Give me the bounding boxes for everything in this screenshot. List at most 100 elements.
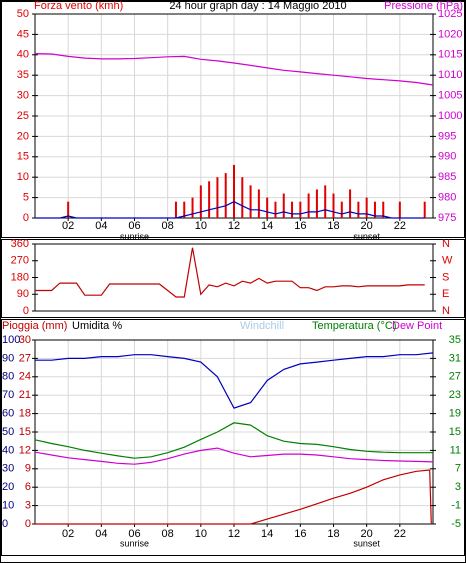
legend-label: Temperatura (°C) [312, 320, 396, 332]
y-tick-label: 10 [2, 500, 14, 512]
bar [373, 201, 376, 218]
x-tick-label: 14 [261, 528, 273, 540]
y2-tick-label: 11 [450, 444, 461, 456]
y2-tick-label: N [442, 238, 450, 250]
panel-frame [1, 319, 465, 556]
x-tick-label: 20 [361, 220, 373, 232]
y-tick-label: 40 [17, 49, 29, 61]
x-tick-label: 06 [128, 528, 140, 540]
bar [398, 201, 401, 218]
bar [199, 185, 202, 218]
y-tick-label: 50 [17, 8, 29, 20]
x-tick-label: 18 [327, 528, 339, 540]
y2-tick-label: 1000 [438, 110, 462, 122]
y-tick-label: 360 [11, 238, 29, 250]
y3-tick-label: 6 [25, 481, 31, 493]
y3-tick-label: 9 [25, 463, 31, 475]
y-tick-label: 70 [2, 389, 14, 401]
y2-tick-label: 3 [455, 481, 461, 493]
y2-tick-label: 980 [438, 192, 456, 204]
series-line [35, 469, 432, 525]
bar [299, 201, 302, 218]
bar [365, 197, 368, 218]
y-tick-label: 45 [17, 28, 29, 40]
x-tick-label: 04 [95, 220, 107, 232]
y-tick-label: 180 [11, 271, 29, 283]
x-tick-label: 10 [195, 528, 207, 540]
x-tick-label: 22 [394, 220, 406, 232]
chart-title: 24 hour graph day : 14 Maggio 2010 [169, 0, 346, 12]
bar [233, 164, 235, 218]
bar [249, 185, 252, 218]
bar [241, 177, 244, 218]
bar [67, 201, 70, 218]
x-tick-label: 02 [62, 220, 74, 232]
y3-tick-label: 30 [19, 334, 31, 346]
y3-tick-label: 21 [19, 389, 31, 401]
y2-tick-label: -1 [451, 500, 461, 512]
y-tick-label: 20 [2, 481, 14, 493]
y2-tick-label: 15 [449, 426, 461, 438]
y-tick-label: 10 [17, 171, 29, 183]
panel-frame [1, 239, 465, 318]
bar [357, 201, 360, 218]
y-tick-label: 35 [17, 69, 29, 81]
annotation: sunset [353, 538, 380, 548]
annotation: sunrise [120, 538, 149, 548]
x-tick-label: 02 [62, 528, 74, 540]
y2-tick-label: 23 [449, 389, 461, 401]
y3-tick-label: 12 [19, 444, 31, 456]
annotation: sunrise [120, 231, 149, 241]
bar [274, 201, 277, 218]
series-line [34, 447, 434, 465]
y2-tick-label: S [442, 271, 449, 283]
y2-tick-label: W [442, 255, 453, 267]
y2-tick-label: 27 [449, 371, 461, 383]
y2-tick-label: 31 [449, 352, 461, 364]
y2-tick-label: E [442, 288, 449, 300]
y-tick-label: 80 [2, 371, 14, 383]
y-tick-label: 0 [23, 212, 29, 224]
x-tick-label: 12 [228, 528, 240, 540]
y-tick-label: 30 [17, 90, 29, 102]
x-tick-label: 16 [294, 528, 306, 540]
y-tick-label: 0 [2, 518, 8, 530]
x-tick-label: 04 [95, 528, 107, 540]
x-tick-label: 06 [128, 220, 140, 232]
annotation: sunset [353, 231, 380, 241]
x-tick-label: 20 [361, 528, 373, 540]
y3-tick-label: 15 [19, 426, 31, 438]
y2-tick-label: 1015 [438, 49, 462, 61]
bar [224, 173, 227, 218]
y-tick-label: 25 [17, 110, 29, 122]
bar [307, 193, 310, 218]
x-tick-label: 18 [327, 220, 339, 232]
bar [208, 181, 211, 218]
bar [266, 197, 269, 218]
y2-tick-label: 1010 [438, 69, 462, 81]
y2-tick-label: N [442, 305, 450, 317]
panel-frame [1, 1, 465, 238]
bar [382, 201, 385, 218]
y2-tick-label: 990 [438, 151, 456, 163]
y-tick-label: 20 [17, 130, 29, 142]
series-line [35, 247, 425, 298]
series-line [35, 201, 425, 219]
y-tick-label: 100 [2, 334, 20, 346]
y-tick-label: 0 [23, 305, 29, 317]
y3-tick-label: 0 [25, 518, 31, 530]
y-tick-label: 90 [17, 288, 29, 300]
x-tick-label: 16 [294, 220, 306, 232]
y3-tick-label: 27 [19, 352, 31, 364]
bar [174, 201, 177, 218]
bar [216, 177, 219, 218]
legend-label: Dew Point [392, 320, 442, 332]
series-line [35, 352, 434, 409]
x-tick-label: 22 [394, 528, 406, 540]
bar [332, 193, 335, 218]
y2-tick-label: 995 [438, 130, 456, 142]
legend-label: Umidita % [72, 320, 122, 332]
